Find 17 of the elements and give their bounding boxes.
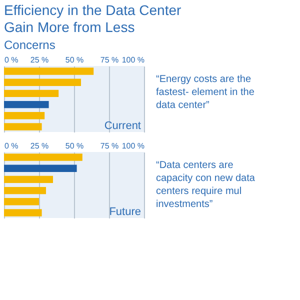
text: “Data centers are capacity con new data centers require mul investments” bbox=[156, 160, 256, 210]
chart-title: Efficiency in the Data Center bbox=[4, 2, 182, 18]
x-tick-label: 0 % bbox=[4, 142, 18, 150]
x-tick-label: 50 % bbox=[65, 56, 84, 64]
x-tick-label: 0 % bbox=[4, 56, 18, 64]
text: “Energy costs are the fastest- element in the data center” bbox=[156, 74, 255, 111]
x-tick-label: 25 % bbox=[30, 56, 49, 64]
x-tick-label: 25 % bbox=[30, 142, 49, 150]
x-tick-label: 75 % bbox=[100, 56, 119, 64]
annotation: Future bbox=[109, 206, 141, 218]
chart-subtitle: Gain More from Less bbox=[4, 19, 135, 35]
x-tick-label: 50 % bbox=[65, 142, 84, 150]
x-tick-label: 100 % bbox=[122, 56, 144, 64]
annotation: Current bbox=[104, 120, 141, 132]
x-tick-label: 75 % bbox=[100, 142, 119, 150]
x-tick-label: 100 % bbox=[122, 142, 144, 150]
text: Concerns bbox=[4, 38, 56, 52]
